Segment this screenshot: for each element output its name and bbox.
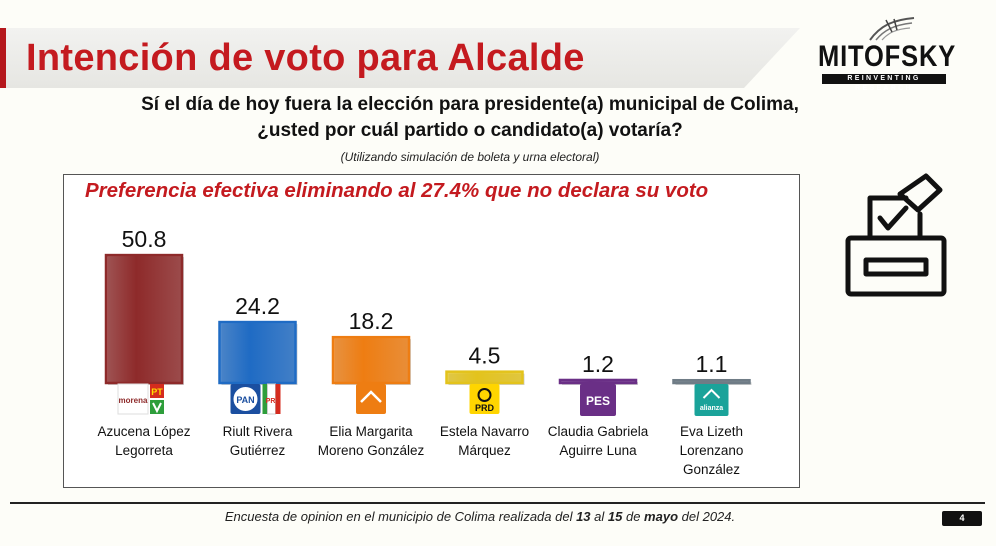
party-logo-0-morena-text: morena [119, 396, 148, 405]
data-label: 1.2 [582, 351, 614, 377]
page-number: 4 [942, 511, 982, 526]
party-logo-4-pes [580, 384, 616, 416]
logo-name: MITOFSKY [818, 40, 957, 73]
chart-panel [63, 174, 800, 488]
category-label: Elia Margarita [329, 424, 413, 439]
category-label: Márquez [458, 443, 511, 458]
footer-text-de: de [622, 509, 645, 524]
logo-tagline: REINVENTING RESEARCH [822, 74, 946, 92]
party-logo-5-alianza-mark [702, 388, 721, 399]
category-label: Moreno González [318, 443, 425, 458]
category-label: Claudia Gabriela [548, 424, 649, 439]
footer-note: Encuesta de opinion en el municipio de C… [40, 509, 920, 524]
party-logo-5-alianza-text: alianza [700, 405, 723, 412]
title-band [0, 28, 800, 88]
data-label: 18.2 [349, 308, 394, 334]
bar [672, 378, 751, 385]
question-line-1: Sí el día de hoy fuera la elección para … [141, 94, 799, 115]
party-logo-0-morena [117, 383, 149, 415]
bar [218, 320, 297, 385]
category-label: Azucena López [97, 424, 190, 439]
party-logo-1-pri-green [262, 384, 268, 414]
question-line-2: ¿usted por cuál partido o candidato(a) v… [257, 120, 683, 141]
category-label: Estela Navarro [440, 424, 529, 439]
party-logo-2-mc-bird [360, 390, 382, 403]
party-logo-1-pan-text: PAN [236, 395, 254, 405]
category-label: González [683, 462, 740, 477]
bar [445, 370, 524, 385]
category-label: Lorenzano [680, 443, 744, 458]
page-title: Intención de voto para Alcalde [26, 37, 585, 79]
footer-text-pre: Encuesta de opinion en el municipio de C… [224, 509, 577, 524]
party-logo-0-pt-text: PT [151, 387, 163, 397]
category-label: Aguirre Luna [559, 443, 637, 458]
data-label: 4.5 [469, 343, 501, 369]
data-label: 1.1 [696, 351, 728, 377]
party-logo-3-prd-text: PRD [475, 403, 495, 413]
category-label: Eva Lizeth [680, 424, 743, 439]
footer-divider [10, 502, 985, 504]
footer-text-post: del 2024. [678, 509, 736, 524]
footer-text-mid: al [590, 509, 608, 524]
bar [331, 335, 411, 385]
party-logo-2-mc [356, 384, 386, 414]
party-logo-1-pan-circle [233, 387, 258, 411]
data-label: 24.2 [235, 293, 280, 319]
category-label: Riult Rivera [223, 424, 293, 439]
data-label: 50.8 [122, 226, 167, 252]
category-label: Legorreta [115, 443, 173, 458]
party-logo-0-pt [150, 384, 164, 398]
mitofsky-logo: MITOFSKY REINVENTING RESEARCH [818, 16, 958, 92]
ballot-box-icon [845, 173, 947, 297]
footer-day-end: 15 [607, 509, 623, 524]
party-logo-3-prd [469, 384, 500, 414]
party-logo-4-pes-text: PES [586, 394, 610, 408]
method-note: (Utilizando simulación de boleta y urna … [340, 150, 600, 164]
footer-month: mayo [644, 509, 679, 524]
party-logo-5-alianza [694, 384, 729, 416]
chart-title: Preferencia efectiva eliminando al 27.4%… [85, 179, 709, 202]
bar [558, 378, 638, 385]
footer-day-start: 13 [576, 509, 591, 524]
party-logo-1-pri-text: PRI [266, 398, 278, 405]
party-logo-1-pri-red [275, 384, 281, 414]
bar [104, 253, 184, 385]
title-accent [0, 28, 6, 88]
logo-swoosh-icon [869, 17, 915, 41]
party-logo-3-prd-sun [477, 388, 492, 402]
category-label: Gutiérrez [230, 443, 286, 458]
party-logo-0-pvem-mark [152, 402, 162, 414]
